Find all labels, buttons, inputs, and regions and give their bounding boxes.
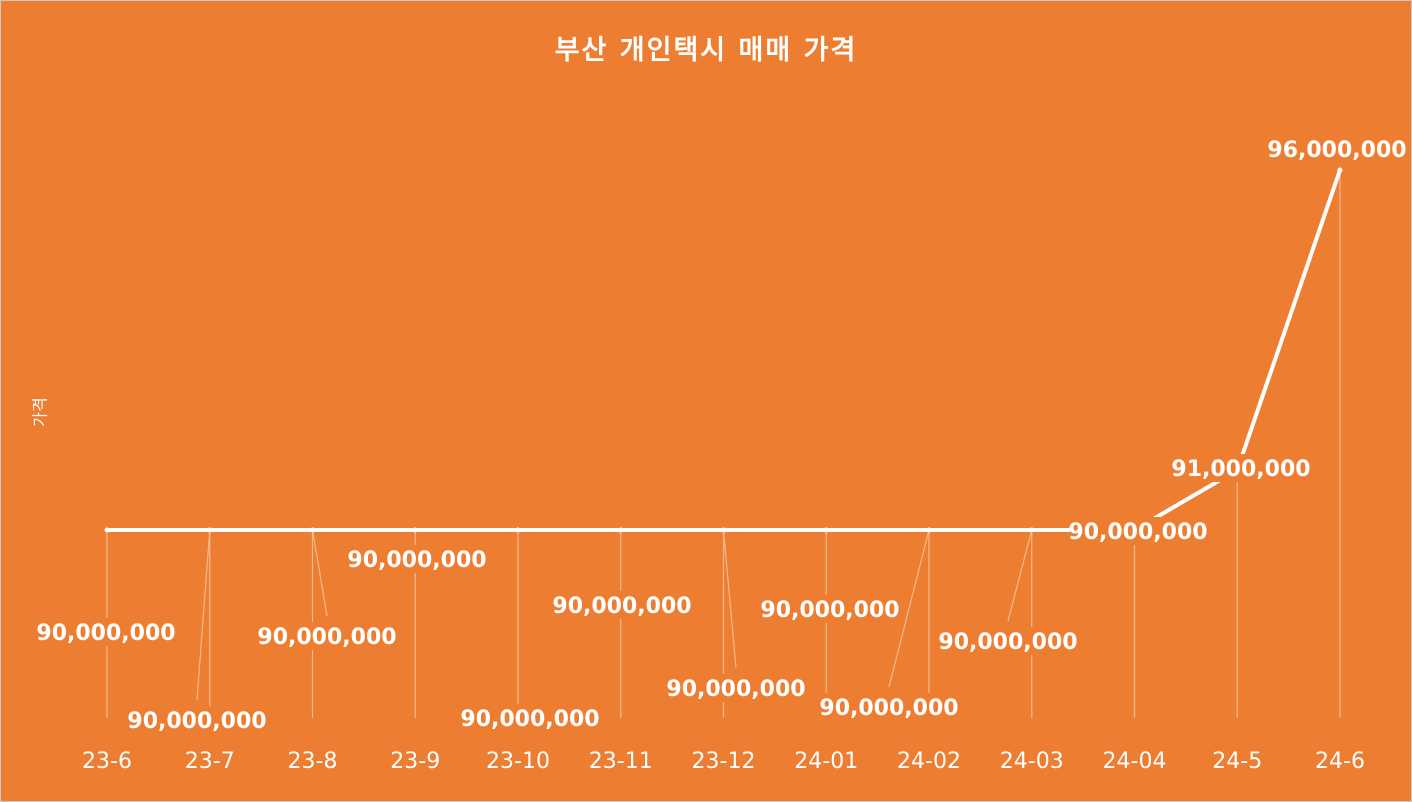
x-tick-label: 23-6 <box>82 749 132 774</box>
x-tick-label: 24-04 <box>1103 749 1167 774</box>
data-label: 90,000,000 <box>36 621 175 646</box>
x-tick-label: 23-11 <box>589 749 653 774</box>
data-point <box>618 527 624 533</box>
data-label-bg <box>1070 517 1206 545</box>
data-label: 90,000,000 <box>666 677 805 702</box>
data-label-bg <box>554 591 690 619</box>
data-label-bg <box>462 704 598 732</box>
data-label-bg <box>38 618 174 646</box>
data-label-bg <box>129 706 265 734</box>
x-tick-label: 23-9 <box>390 749 440 774</box>
x-tick-label: 24-02 <box>897 749 961 774</box>
x-tick-label: 24-03 <box>1000 749 1064 774</box>
data-label-bg <box>821 693 957 721</box>
data-label: 96,000,000 <box>1267 138 1406 163</box>
x-tick-label: 24-5 <box>1212 749 1262 774</box>
data-label-bg <box>1173 454 1309 482</box>
chart-title: 부산 개인택시 매매 가격 <box>554 35 858 66</box>
x-tick-label: 23-7 <box>185 749 235 774</box>
data-label-bg <box>668 674 804 702</box>
data-label: 90,000,000 <box>460 707 599 732</box>
data-label: 90,000,000 <box>552 594 691 619</box>
data-label-bg <box>940 627 1076 655</box>
leader-line <box>196 529 211 701</box>
data-label-bg <box>349 545 485 573</box>
data-label-bg <box>762 595 898 623</box>
leader-line <box>311 529 328 617</box>
data-label-bg <box>259 622 395 650</box>
x-tick-label: 23-10 <box>486 749 550 774</box>
data-point <box>515 527 521 533</box>
x-tick-label: 24-6 <box>1315 749 1365 774</box>
data-label: 90,000,000 <box>819 696 958 721</box>
data-point <box>1337 167 1343 173</box>
leader-line <box>888 529 930 688</box>
data-point <box>412 527 418 533</box>
series-line <box>107 169 1342 532</box>
data-label: 90,000,000 <box>257 625 396 650</box>
x-tick-label: 23-12 <box>692 749 756 774</box>
data-point <box>721 527 726 533</box>
data-point <box>823 527 829 533</box>
data-point <box>926 527 932 533</box>
data-point <box>207 527 213 533</box>
data-label: 90,000,000 <box>347 548 486 573</box>
data-label: 90,000,000 <box>1068 520 1207 545</box>
data-point <box>1029 527 1035 533</box>
x-tick-label: 24-01 <box>794 749 858 774</box>
leader-line <box>1007 529 1033 622</box>
x-tick-label: 23-8 <box>288 749 338 774</box>
data-label: 90,000,000 <box>760 598 899 623</box>
leader-line <box>722 529 737 669</box>
data-label: 91,000,000 <box>1171 457 1310 482</box>
data-point <box>104 527 110 533</box>
data-point <box>310 527 315 533</box>
data-label: 90,000,000 <box>938 630 1077 655</box>
data-label: 90,000,000 <box>127 709 266 734</box>
data-label-bg <box>1269 135 1405 163</box>
